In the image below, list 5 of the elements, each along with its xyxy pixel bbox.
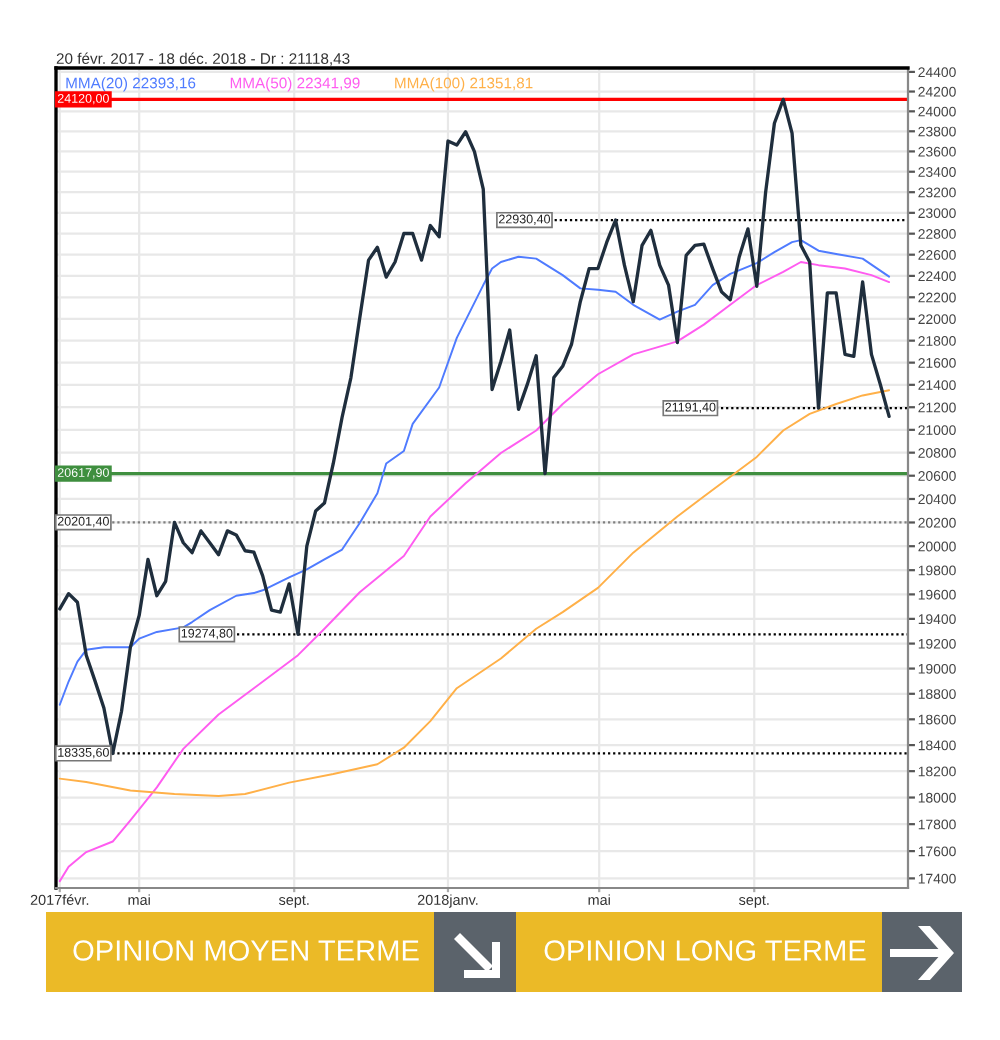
text: OPINION LONG TERME xyxy=(544,940,866,961)
line-series xyxy=(58,389,891,797)
line-series xyxy=(58,239,891,706)
line-series xyxy=(58,261,891,883)
text: OPINION MOYEN TERME xyxy=(73,940,419,961)
